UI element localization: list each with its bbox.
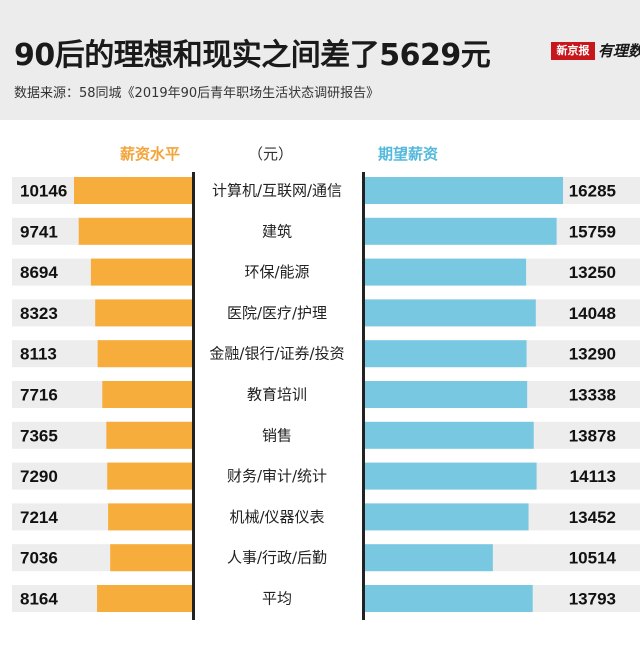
actual-salary-label: 8113 [20, 345, 57, 364]
actual-salary-bar [90, 258, 192, 286]
actual-salary-label: 8323 [20, 304, 58, 323]
actual-salary-bar [108, 503, 192, 531]
expected-salary-label: 13878 [569, 426, 616, 445]
expected-salary-label: 16285 [569, 182, 616, 201]
expected-salary-label: 10514 [569, 549, 617, 568]
category-label: 人事/行政/后勤 [227, 549, 327, 567]
actual-salary-bar [95, 299, 192, 327]
actual-salary-label: 7036 [20, 549, 58, 568]
expected-salary-bar [365, 421, 534, 449]
expected-salary-bar [365, 462, 537, 490]
actual-salary-bar [106, 421, 192, 449]
legend-expected-salary: 期望薪资 [378, 145, 439, 163]
actual-salary-label: 7365 [20, 426, 58, 445]
actual-salary-label: 8694 [20, 263, 58, 282]
category-label: 销售 [262, 426, 292, 444]
expected-salary-bar [365, 340, 527, 368]
expected-salary-bar [365, 503, 529, 531]
unit-label: （元） [248, 145, 294, 163]
expected-salary-bar [365, 299, 536, 327]
logo-text: 有理数 [598, 42, 640, 60]
right-divider [362, 172, 365, 620]
expected-salary-bar [365, 177, 563, 204]
expected-salary-bar [365, 217, 557, 245]
expected-salary-label: 13250 [569, 263, 616, 282]
actual-salary-bar [97, 585, 192, 612]
expected-salary-label: 13452 [569, 508, 616, 527]
category-label: 环保/能源 [244, 263, 309, 281]
category-label: 平均 [262, 590, 292, 608]
actual-salary-label: 7214 [20, 508, 58, 527]
page-title: 90后的理想和现实之间差了5629元 [14, 38, 491, 73]
header-panel: 90后的理想和现实之间差了5629元 数据来源：58同城《2019年90后青年职… [0, 0, 640, 120]
expected-salary-label: 13338 [569, 386, 616, 405]
category-label: 医院/医疗/护理 [227, 304, 327, 322]
expected-salary-bar [365, 585, 533, 612]
actual-salary-bar [107, 462, 192, 490]
actual-salary-label: 7716 [20, 386, 58, 405]
expected-salary-label: 15759 [569, 222, 616, 241]
expected-salary-bar [365, 544, 493, 572]
actual-salary-label: 10146 [20, 182, 67, 201]
expected-salary-label: 14113 [570, 467, 616, 486]
category-label: 金融/银行/证券/投资 [209, 345, 344, 363]
expected-salary-bar [365, 258, 527, 286]
data-source: 数据来源：58同城《2019年90后青年职场生活状态调研报告》 [14, 86, 380, 101]
actual-salary-bar [102, 381, 192, 408]
category-label: 机械/仪器仪表 [229, 508, 324, 526]
expected-salary-label: 14048 [569, 304, 616, 323]
actual-salary-label: 7290 [20, 467, 58, 486]
actual-salary-label: 9741 [20, 222, 58, 241]
actual-salary-bar [110, 544, 192, 572]
left-divider [192, 172, 195, 620]
expected-salary-label: 13793 [569, 590, 616, 609]
logo-box: 新京报 [551, 42, 595, 60]
expected-salary-bar [365, 381, 528, 408]
brand-logo: 新京报 有理数 [551, 40, 640, 62]
expected-salary-label: 13290 [569, 345, 616, 364]
actual-salary-label: 8164 [20, 590, 58, 609]
category-label: 计算机/互联网/通信 [212, 182, 342, 200]
actual-salary-bar [97, 340, 192, 368]
category-label: 建筑 [262, 222, 292, 240]
category-label: 教育培训 [247, 386, 307, 404]
legend-actual-salary: 薪资水平 [120, 145, 181, 163]
category-label: 财务/审计/统计 [227, 467, 327, 485]
actual-salary-bar [74, 177, 192, 204]
actual-salary-bar [78, 217, 192, 245]
